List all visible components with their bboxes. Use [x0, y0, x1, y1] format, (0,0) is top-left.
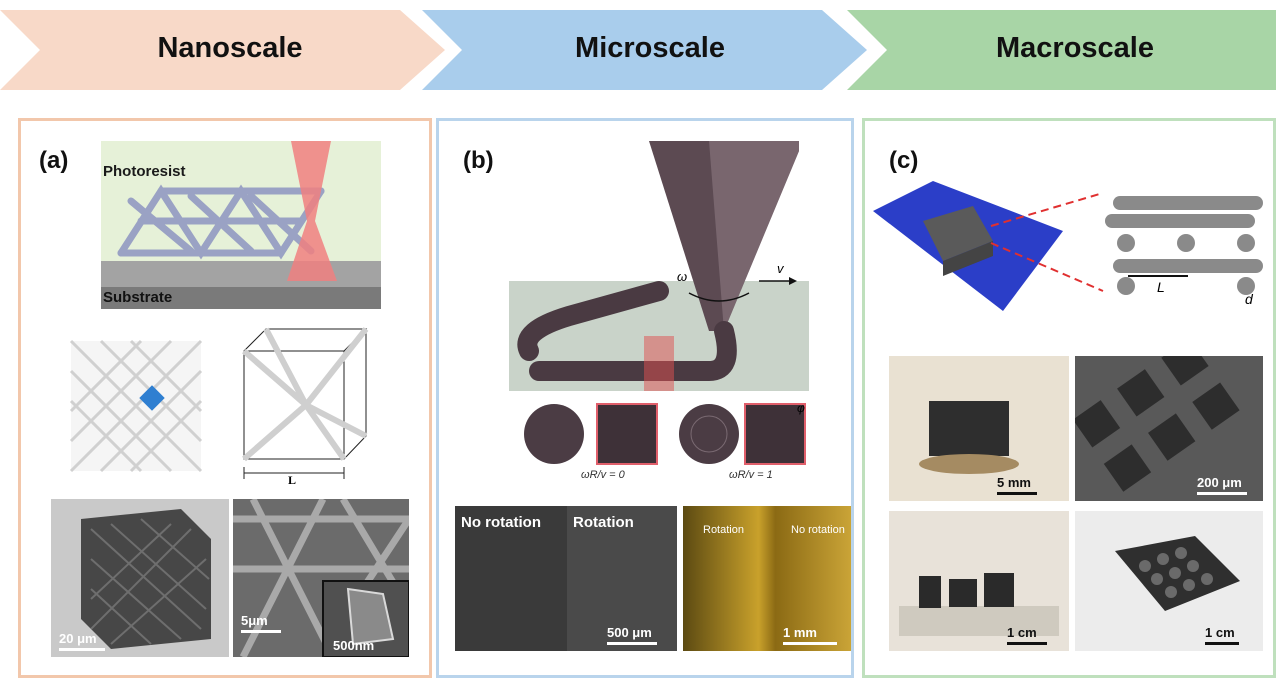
no-rotation-micrograph: No rotation [455, 506, 567, 651]
scale-label-1cm-b: 1 cm [1205, 625, 1235, 640]
unit-cell-length-label: L [288, 473, 297, 487]
woodpile-schematic: L d [873, 181, 1273, 341]
panel-a-nanoscale: (a) Photoresist Substrate [18, 118, 432, 678]
scale-label-5mm: 5 mm [997, 475, 1031, 490]
scale-label-20um: 20 μm [59, 631, 97, 646]
no-rotation-small-label: No rotation [791, 524, 845, 536]
panel-b-label: (b) [463, 147, 494, 174]
photoresist-label: Photoresist [103, 163, 186, 180]
honeycomb-photo: 1 cm [1075, 511, 1263, 651]
nanoscale-label: Nanoscale [157, 32, 303, 64]
caption-rotation-ratio: ωR/v = 1 [729, 469, 773, 481]
rotation-label: Rotation [573, 514, 634, 531]
scale-label-500um: 500 μm [607, 625, 652, 640]
fiber-angle-label: φ [797, 401, 805, 415]
microscale-label: Microscale [575, 32, 725, 64]
panel-a-label: (a) [39, 147, 69, 174]
caption-no-rotation-ratio: ωR/v = 0 [581, 469, 625, 481]
scale-bar-1mm: 1 mm [783, 625, 837, 645]
velocity-label: v [777, 261, 784, 276]
scale-label-200um: 200 μm [1197, 475, 1242, 490]
rotational-printing-schematic: ω v [509, 141, 809, 413]
panel-b-microscale: (b) ω v ωR/v = 0 ωR/v = 1 φ No rotation [436, 118, 854, 678]
scale-banner: Nanoscale Microscale Macroscale [0, 10, 1276, 90]
diameter-label: d [1245, 291, 1253, 307]
angular-velocity-label: ω [677, 269, 688, 284]
scale-label-500nm: 500nm [333, 638, 375, 653]
lithography-schematic: Photoresist Substrate [101, 141, 381, 309]
sample-series-photo: 1 cm [889, 511, 1069, 651]
scale-label-5um: 5μm [241, 613, 268, 628]
polarized-micrograph: Rotation No rotation 1 mm [683, 506, 851, 651]
lattice-sem-image: 20 μm [51, 499, 229, 657]
woodpile-sem: 200 μm [1075, 356, 1263, 501]
scale-bar-1cm-b: 1 cm [1205, 625, 1239, 645]
unit-cell-render: L [236, 321, 376, 491]
substrate-label: Substrate [103, 289, 173, 306]
scale-bar-20um: 20 μm [59, 631, 105, 651]
rotation-micrograph: Rotation 500 μm [567, 506, 677, 651]
panel-c-macroscale: (c) L d [862, 118, 1276, 678]
strut-sem-image: 5μm 500nm [233, 499, 409, 657]
macroscale-label: Macroscale [996, 32, 1154, 64]
scale-label-1mm: 1 mm [783, 625, 817, 640]
scale-bar-500um: 500 μm [607, 625, 657, 645]
fiber-orientation-insets: ωR/v = 0 ωR/v = 1 φ [519, 399, 809, 489]
scale-bar-5um: 5μm [241, 613, 281, 633]
nanoscale-chevron [0, 10, 445, 90]
scale-bar-200um: 200 μm [1197, 475, 1247, 495]
scale-label-1cm-a: 1 cm [1007, 625, 1037, 640]
woodpile-photo: 5 mm [889, 356, 1069, 501]
banner-chevrons [0, 10, 1276, 90]
scale-bar-1cm-a: 1 cm [1007, 625, 1047, 645]
scale-bar-500nm: 500nm [333, 638, 374, 653]
macroscale-chevron [847, 10, 1276, 90]
scale-bar-5mm: 5 mm [997, 475, 1037, 495]
microscale-chevron [422, 10, 867, 90]
panel-c-label: (c) [889, 147, 919, 174]
no-rotation-label: No rotation [461, 514, 541, 531]
rotation-small-label: Rotation [703, 524, 744, 536]
octet-lattice-render [61, 331, 211, 481]
length-label: L [1157, 279, 1165, 295]
